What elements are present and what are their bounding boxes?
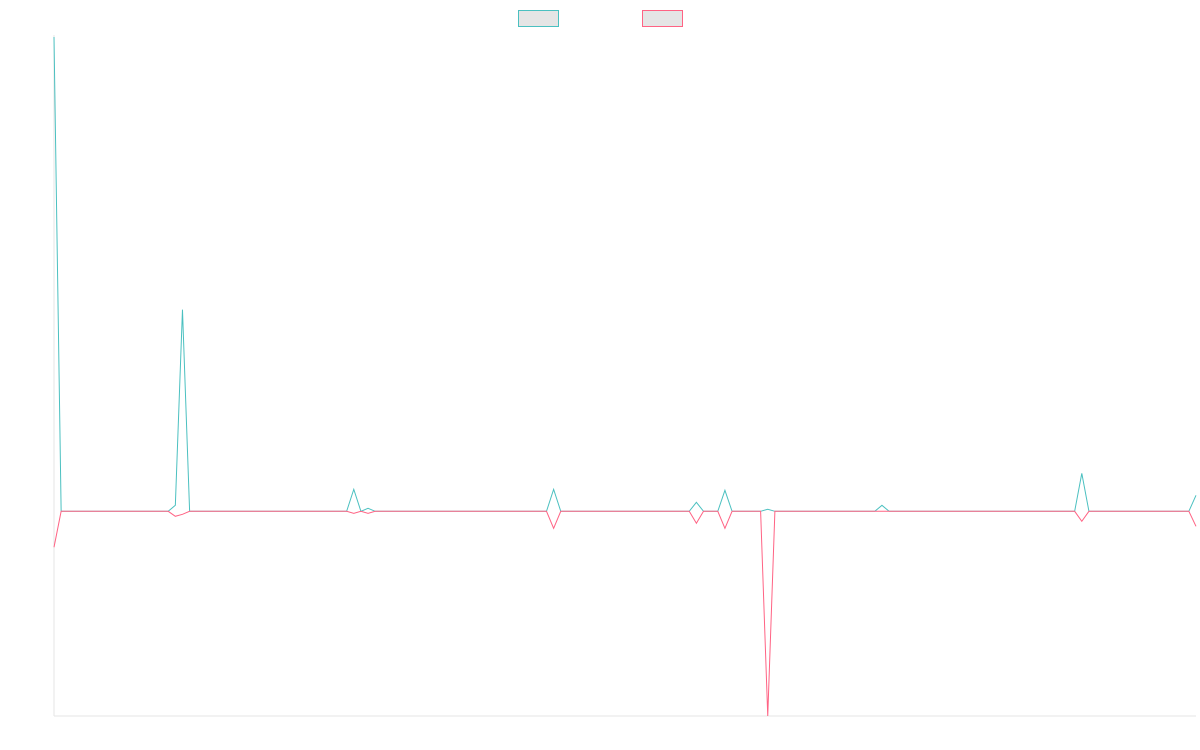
legend <box>518 10 683 27</box>
series-layer <box>53 36 1197 717</box>
axes <box>53 35 1196 717</box>
legend-item[interactable] <box>518 10 559 27</box>
legend-swatch <box>518 10 559 27</box>
series-line-1 <box>53 36 1197 512</box>
legend-item[interactable] <box>642 10 683 27</box>
series-line-2 <box>53 510 1197 717</box>
legend-swatch <box>642 10 683 27</box>
